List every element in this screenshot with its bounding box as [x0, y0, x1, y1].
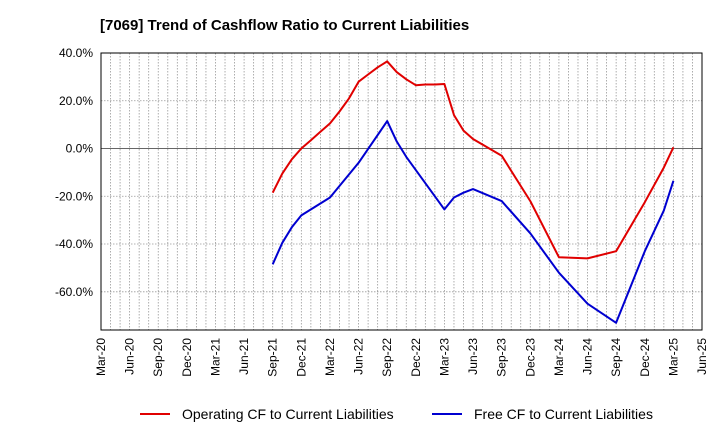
x-tick-label: Mar-22	[323, 338, 337, 376]
y-tick-label: 40.0%	[59, 46, 93, 60]
x-tick-label: Jun-22	[352, 338, 366, 375]
x-tick-label: Jun-24	[581, 338, 595, 375]
x-tick-label: Sep-21	[266, 338, 280, 377]
x-tick-label: Sep-20	[151, 338, 165, 377]
x-axis-ticks: Mar-20 Jun-20 Sep-20 Dec-20 Mar-21 Jun-21 Sep-…	[94, 338, 709, 377]
y-tick-label: 0.0%	[66, 142, 94, 156]
y-tick-label: -40.0%	[55, 237, 93, 251]
x-tick-label: Dec-21	[294, 338, 308, 377]
x-tick-label: Jun-23	[466, 338, 480, 375]
series-layer	[271, 60, 675, 324]
operating-cf-line	[271, 60, 675, 260]
x-tick-label: Dec-23	[523, 338, 537, 377]
x-tick-label: Jun-20	[123, 338, 137, 375]
y-tick-label: -20.0%	[55, 189, 93, 203]
free-cf-line	[271, 120, 675, 324]
chart-title: [7069] Trend of Cashflow Ratio to Curren…	[100, 17, 469, 34]
x-tick-label: Dec-20	[180, 338, 194, 377]
y-tick-label: 20.0%	[59, 94, 93, 108]
legend: Operating CF to Current Liabilities Free …	[140, 406, 653, 422]
x-tick-label: Dec-22	[409, 338, 423, 377]
x-tick-label: Dec-24	[638, 338, 652, 377]
x-tick-label: Sep-22	[380, 338, 394, 377]
legend-label: Operating CF to Current Liabilities	[182, 406, 394, 422]
grid-lines	[101, 52, 702, 330]
x-tick-label: Sep-23	[495, 338, 509, 377]
x-tick-label: Mar-23	[437, 338, 451, 376]
x-tick-label: Sep-24	[609, 338, 623, 377]
legend-label: Free CF to Current Liabilities	[474, 406, 653, 422]
y-axis-ticks: 40.0% 20.0% 0.0% -20.0% -40.0% -60.0%	[55, 46, 93, 299]
x-tick-label: Mar-24	[552, 338, 566, 376]
plot-frame	[100, 52, 703, 331]
x-tick-label: Jun-21	[237, 338, 251, 375]
x-tick-label: Mar-21	[208, 338, 222, 376]
x-tick-label: Mar-20	[94, 338, 108, 376]
x-tick-label: Mar-25	[666, 338, 680, 376]
x-tick-label: Jun-25	[695, 338, 709, 375]
y-tick-label: -60.0%	[55, 285, 93, 299]
